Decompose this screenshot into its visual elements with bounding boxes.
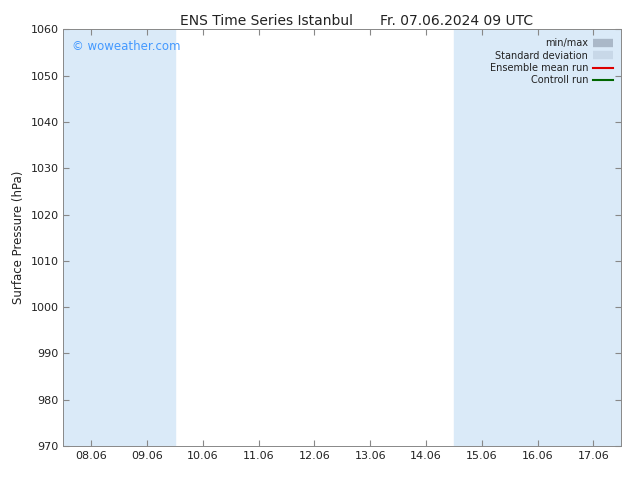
- Bar: [566, 29, 621, 446]
- Legend: min/max, Standard deviation, Ensemble mean run, Controll run: min/max, Standard deviation, Ensemble me…: [486, 34, 616, 89]
- Bar: [63, 29, 119, 446]
- Text: © woweather.com: © woweather.com: [72, 40, 180, 53]
- Text: ENS Time Series Istanbul: ENS Time Series Istanbul: [180, 14, 353, 28]
- Text: Fr. 07.06.2024 09 UTC: Fr. 07.06.2024 09 UTC: [380, 14, 533, 28]
- Y-axis label: Surface Pressure (hPa): Surface Pressure (hPa): [12, 171, 25, 304]
- Bar: [119, 29, 175, 446]
- Bar: [454, 29, 566, 446]
